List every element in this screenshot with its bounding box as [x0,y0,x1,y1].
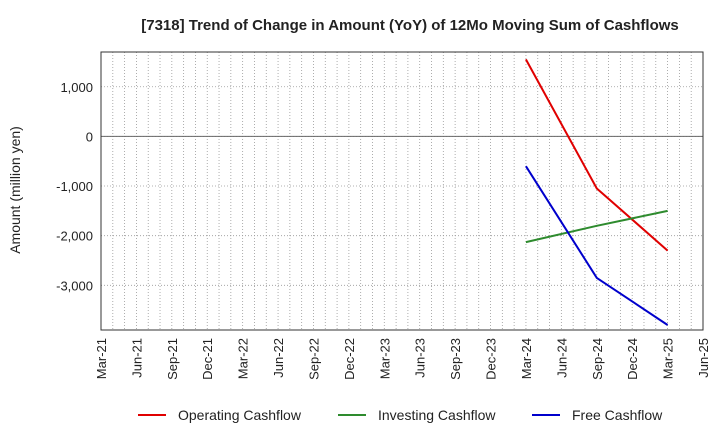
y-tick-label: 1,000 [60,80,93,95]
x-tick-label: Jun-25 [696,338,711,378]
y-tick-label: -1,000 [56,179,93,194]
grid-lines [100,52,704,330]
y-tick-label: -2,000 [56,229,93,244]
chart-title: [7318] Trend of Change in Amount (YoY) o… [141,17,679,34]
x-tick-label: Dec-21 [200,338,215,380]
plot-area [100,51,704,331]
legend-label: Free Cashflow [572,407,663,423]
x-tick-label: Mar-25 [661,338,676,379]
x-tick-label: Mar-22 [236,338,251,379]
x-tick-label: Jun-23 [413,338,428,378]
series-line-free-cashflow [525,165,669,326]
y-tick-label: 0 [86,129,93,144]
x-tick-label: Sep-21 [165,338,180,380]
x-tick-label: Dec-22 [342,338,357,380]
x-tick-label: Mar-24 [519,338,534,379]
x-tick-label: Sep-24 [590,338,605,380]
x-tick-label: Mar-21 [94,338,109,379]
series-lines [525,58,669,326]
x-tick-label: Mar-23 [377,338,392,379]
series-line-operating-cashflow [525,58,669,252]
series-line-investing-cashflow [525,209,668,244]
x-tick-label: Dec-23 [484,338,499,380]
x-tick-label: Jun-21 [129,338,144,378]
legend-label: Operating Cashflow [178,407,302,423]
x-tick-label: Sep-22 [306,338,321,380]
y-tick-label: -3,000 [56,278,93,293]
x-tick-label: Dec-24 [625,338,640,380]
x-tick-label: Sep-23 [448,338,463,380]
x-tick-labels: Mar-21 Jun-21 Sep-21 Dec-21 Mar-22 Jun-22 Sep-… [94,338,711,380]
legend: Operating Cashflow Investing Cashflow Free… [138,407,663,423]
x-tick-label: Jun-24 [554,338,569,378]
y-tick-labels: 1,000 0 -1,000 -2,000 -3,000 [56,80,93,294]
legend-label: Investing Cashflow [378,407,496,423]
y-axis-label: Amount (million yen) [7,126,23,254]
x-tick-label: Jun-22 [271,338,286,378]
